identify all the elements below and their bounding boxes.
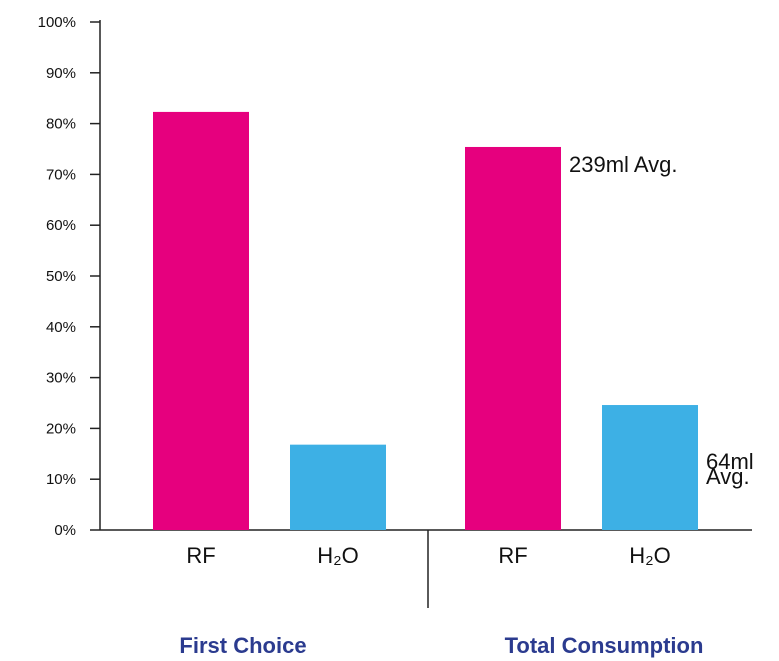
y-axis: 0% 10% 20% 30% 40% 50% 60% 70% 80% 90% 100% <box>38 14 101 539</box>
x-axis <box>100 529 752 608</box>
y-tick-label: 30% <box>46 370 76 387</box>
y-ticks: 0% 10% 20% 30% 40% 50% 60% 70% 80% 90% 100% <box>38 14 100 539</box>
y-tick-label: 50% <box>46 268 76 285</box>
group-label: First Choice <box>179 633 306 658</box>
y-tick-label: 70% <box>46 166 76 183</box>
y-tick-label: 10% <box>46 471 76 488</box>
y-tick-label: 60% <box>46 217 76 234</box>
category-labels: RF H₂O RF H₂O <box>186 543 670 568</box>
category-label: H₂O <box>629 543 671 568</box>
y-tick-label: 100% <box>38 14 76 31</box>
category-label: H₂O <box>317 543 359 568</box>
bar-annotation: 239ml Avg. <box>569 152 677 177</box>
bar-first-choice-h2o <box>290 444 386 530</box>
bar-first-choice-rf <box>153 111 249 530</box>
bars <box>153 111 698 530</box>
category-label: RF <box>186 543 215 568</box>
y-tick-label: 80% <box>46 116 76 133</box>
bar-total-consumption-rf <box>465 146 561 530</box>
y-tick-label: 40% <box>46 319 76 336</box>
bar-annotations: 239ml Avg. 64ml Avg. <box>569 152 754 489</box>
y-tick-label: 90% <box>46 65 76 82</box>
bar-annotation: 64ml Avg. <box>706 449 754 489</box>
y-tick-label: 20% <box>46 420 76 437</box>
category-label: RF <box>498 543 527 568</box>
y-tick-label: 0% <box>54 522 76 539</box>
group-label: Total Consumption <box>505 633 704 658</box>
bar-total-consumption-h2o <box>602 405 698 530</box>
group-labels: First Choice Total Consumption <box>179 633 703 658</box>
